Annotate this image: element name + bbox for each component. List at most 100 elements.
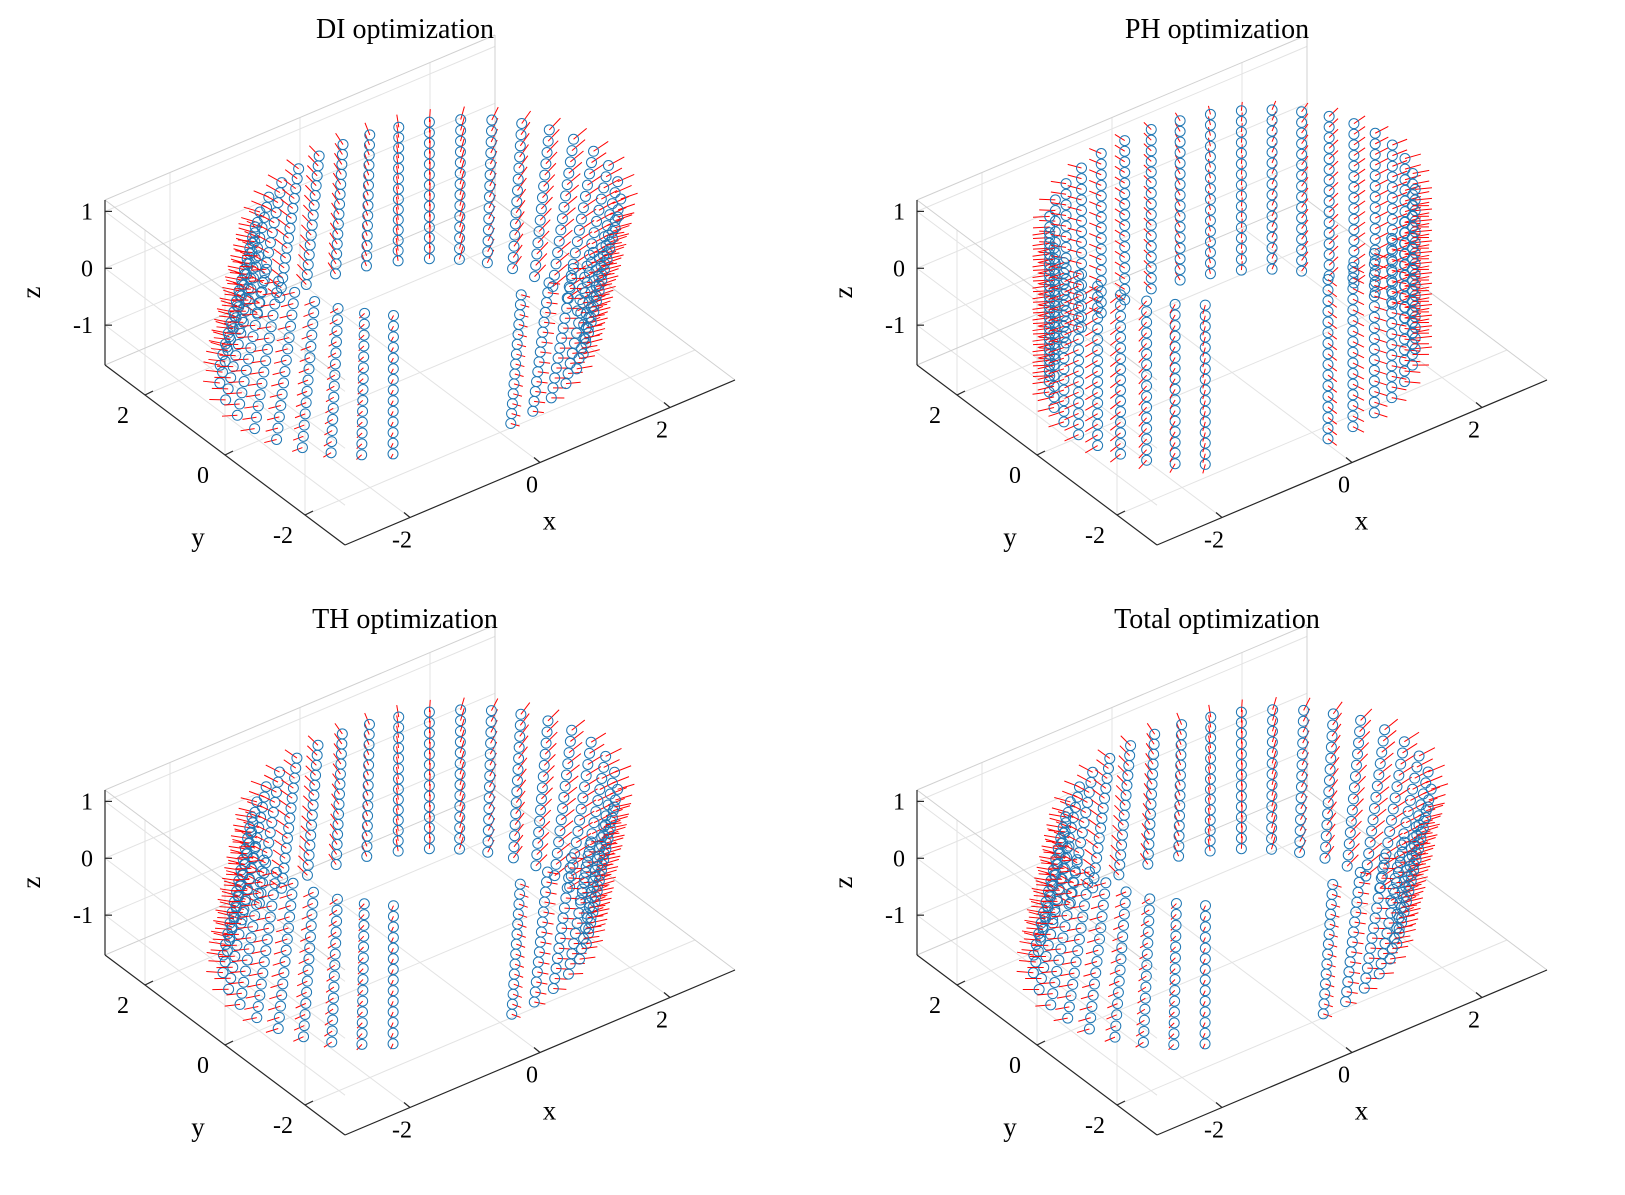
data-point [567,262,579,274]
data-point [1073,291,1085,303]
data-point [590,280,602,292]
normal-vector [1085,349,1098,358]
normal-vector [596,289,614,297]
normal-vector [1036,884,1053,887]
data-point [1174,125,1186,137]
normal-vector [583,334,600,339]
data-point [1369,170,1381,182]
data-point [297,430,309,442]
data-point [579,287,591,299]
normal-vector [1064,434,1079,442]
normal-vector [1063,950,1078,954]
normal-vector [594,897,612,903]
data-point [279,955,291,967]
normal-vector [1405,883,1422,888]
normal-vector [279,893,293,899]
data-point [287,298,299,310]
y-tick-label: 2 [117,403,129,429]
data-point [566,724,578,736]
data-point [329,358,341,370]
data-point [1048,253,1060,265]
normal-vector [1240,762,1243,776]
normal-vector [1356,901,1369,905]
normal-vector [357,968,364,975]
data-point [423,843,435,855]
normal-vector [546,720,559,733]
data-point [1115,353,1127,365]
normal-vector [428,741,431,755]
normal-vector [1353,147,1366,156]
data-point [1116,839,1128,851]
normal-vector [564,775,579,787]
normal-vector [1426,804,1444,812]
data-point [1296,127,1308,139]
normal-vector [1114,804,1125,816]
data-point [579,190,591,202]
normal-vector [1374,168,1389,177]
normal-vector [230,970,246,974]
normal-vector [356,1044,363,1051]
normal-vector [1114,282,1125,290]
box-edges [104,34,736,381]
data-point [511,196,523,208]
normal-vector [1402,743,1418,754]
normal-vector [1207,818,1211,831]
normal-vector [1271,750,1277,764]
data-point [538,896,550,908]
chart-title: DI optimization [316,14,494,45]
data-point [272,1023,284,1035]
data-point [241,884,253,896]
normal-vector [1404,338,1421,341]
normal-vector [1111,947,1123,953]
normal-vector [1391,365,1407,370]
data-point [1422,766,1434,778]
normal-vector [301,914,313,920]
data-point [1369,127,1381,139]
data-point [1204,236,1216,248]
data-point [1389,792,1401,804]
data-point [258,956,270,968]
data-point [1044,327,1056,339]
data-point [564,357,576,369]
normal-vector [1061,865,1076,874]
data-point [1095,264,1107,276]
normal-vector [459,160,465,174]
normal-vector [1374,327,1388,333]
normal-vector [301,815,312,826]
normal-vector [247,382,263,386]
data-point [582,758,594,770]
data-point [543,277,555,289]
data-point [1048,391,1060,403]
normal-vector [1352,404,1365,412]
normal-vector [1404,370,1421,373]
normal-vector [1066,834,1081,844]
data-point [548,269,560,281]
data-point [1402,870,1414,882]
normal-vector [1404,274,1421,278]
data-point [534,815,546,827]
data-point [1119,198,1131,210]
normal-vector [328,843,338,855]
normal-vector [281,779,294,789]
normal-vector [1145,743,1155,755]
normal-vector [1068,916,1083,920]
normal-vector [1032,215,1050,218]
normal-vector [1110,958,1122,964]
normal-vector [358,946,364,953]
data-point [275,400,287,412]
normal-vector [1379,972,1394,975]
normal-vector [540,941,552,945]
data-point [1350,759,1362,771]
data-point [254,297,266,309]
data-point [1174,115,1186,127]
data-point [1266,168,1278,180]
normal-vector [599,841,617,850]
data-point [1174,200,1186,212]
data-point [484,748,496,760]
data-point [1323,174,1335,186]
normal-vector [544,742,557,755]
normal-vector [518,746,528,759]
data-point [247,331,259,343]
normal-vector [224,293,242,297]
